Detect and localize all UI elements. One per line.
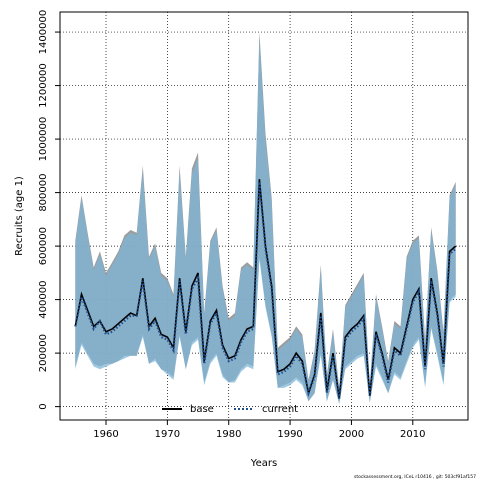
y-tick-label: 400000 (38, 281, 49, 319)
series-lines (74, 179, 457, 399)
legend-current-label: current (262, 404, 298, 415)
y-tick-label: 600000 (38, 227, 49, 265)
x-tick-label: 1960 (93, 429, 118, 440)
plot-frame (59, 11, 469, 421)
y-tick-label: 1200000 (38, 63, 49, 108)
y-axis: 0 200000 400000 600000 800000 1000000 1200000 1… (38, 10, 60, 410)
x-axis-title: Years (250, 458, 277, 469)
y-tick-label: 200000 (38, 334, 49, 372)
legend-base-label: base (190, 404, 214, 415)
y-tick-label: 0 (38, 403, 49, 409)
current-series-line (74, 181, 457, 399)
y-tick-label: 1400000 (38, 10, 49, 55)
y-tick-label: 800000 (38, 173, 49, 211)
x-tick-label: 1990 (277, 429, 302, 440)
x-tick-label: 1970 (155, 429, 180, 440)
current-confidence-band (75, 37, 456, 404)
y-axis-title: Recruits (age 1) (14, 176, 25, 256)
legend: base current (162, 404, 298, 415)
x-tick-label: 1980 (216, 429, 241, 440)
x-tick-label: 2000 (339, 429, 364, 440)
x-tick-label: 2010 (400, 429, 425, 440)
y-tick-label: 1000000 (38, 117, 49, 162)
footer-credit: stockassessment.org, ICeL r10416 , git: … (354, 474, 476, 480)
confidence-bands (75, 32, 456, 404)
x-axis: 1960 1970 1980 1990 2000 2010 (93, 420, 426, 440)
